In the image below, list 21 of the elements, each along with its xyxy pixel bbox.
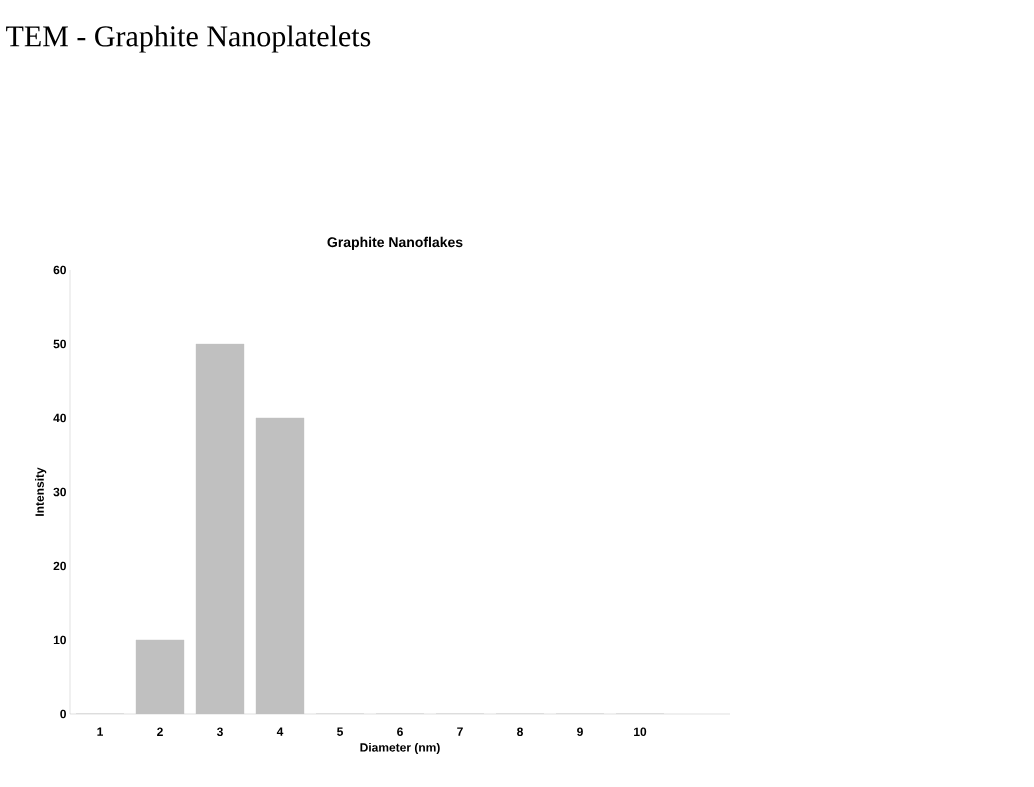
chart-title: TEM - Graphite Nanoplatelets [6,25,371,53]
x-axis-title: Diameter (nm) [360,742,440,755]
y-tick-label: 50 [53,339,66,349]
y-tick-label: 60 [53,265,66,275]
x-tick-label: 6 [397,727,403,737]
x-tick-label: 8 [517,727,523,737]
y-tick-label: 20 [53,561,66,571]
x-tick-label: 1 [97,727,104,736]
y-tick-label: 0 [60,709,66,719]
y-tick-label: 30 [53,487,66,497]
x-tick-label: 5 [337,727,343,736]
x-tick-label: 2 [157,727,163,736]
y-tick-label: 40 [53,413,66,423]
y-tick-label: 10 [53,635,66,645]
x-tick-label: 7 [457,727,463,736]
x-tick-label: 4 [276,727,284,736]
x-tick-label: 10 [634,727,647,737]
y-axis-title: Intensity [35,467,47,516]
chart-subtitle: Graphite Nanoflakes [327,236,463,250]
x-tick-label: 9 [577,727,583,737]
x-tick-label: 3 [216,727,223,737]
